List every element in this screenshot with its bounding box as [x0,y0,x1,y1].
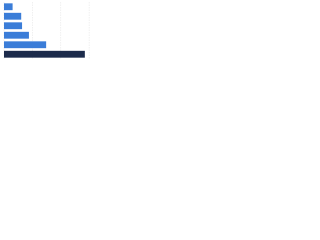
chart [3,2,90,59]
bar [4,22,23,30]
page: {"chart_data": {"type": "bar", "orientat… [0,0,100,71]
bar [4,3,13,11]
bar [4,31,29,39]
bar [4,12,22,20]
bar [4,50,85,58]
bar [4,41,47,49]
